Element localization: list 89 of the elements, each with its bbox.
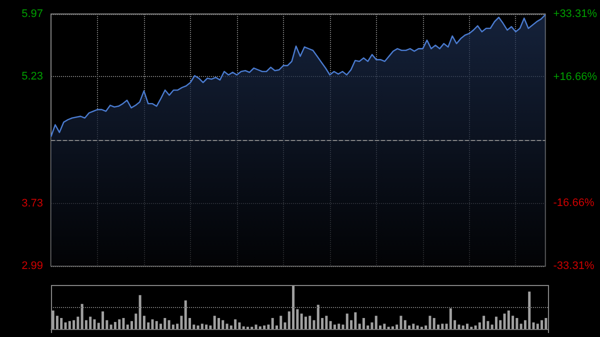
bar <box>134 314 138 329</box>
bar <box>76 316 80 329</box>
bar <box>374 316 378 329</box>
bar <box>449 308 452 329</box>
bar <box>404 320 406 329</box>
y2-tick-label: -16.66% <box>553 197 594 210</box>
bar <box>254 324 258 329</box>
bar <box>536 324 539 329</box>
y-tick-label: 3.73 <box>22 197 43 210</box>
bar <box>462 325 464 329</box>
bar <box>499 320 502 329</box>
bar <box>516 318 518 329</box>
bar <box>64 322 67 329</box>
bar <box>155 321 158 329</box>
bar <box>416 325 419 329</box>
bar <box>342 324 344 329</box>
bar <box>126 324 129 329</box>
bar <box>271 318 274 329</box>
bar <box>482 316 486 329</box>
bar <box>184 300 187 329</box>
bar <box>234 319 237 329</box>
bar <box>466 324 468 329</box>
bar <box>338 324 340 329</box>
bar <box>242 326 245 329</box>
bar <box>213 316 216 329</box>
bar <box>304 316 307 329</box>
bar <box>329 321 332 329</box>
bar <box>540 320 544 329</box>
bar <box>370 322 374 329</box>
bar <box>412 324 415 329</box>
bar <box>164 318 166 329</box>
bar <box>238 322 241 329</box>
bar <box>520 324 522 329</box>
bar <box>205 324 208 329</box>
bar <box>280 316 282 329</box>
bar <box>102 311 104 329</box>
bar <box>89 316 92 329</box>
bar <box>474 325 477 329</box>
bar <box>114 322 116 329</box>
bar <box>391 326 394 329</box>
bar <box>263 325 266 329</box>
bar <box>333 324 336 329</box>
bar <box>196 325 200 329</box>
bar <box>494 316 498 329</box>
bar <box>80 304 84 329</box>
bar <box>503 314 506 329</box>
bar <box>441 324 444 329</box>
bar <box>428 316 432 329</box>
bar <box>209 325 212 329</box>
bar <box>118 319 121 329</box>
bar <box>217 318 220 329</box>
bar <box>222 320 224 329</box>
bar <box>532 322 535 329</box>
bar <box>354 312 357 329</box>
bar <box>258 326 262 329</box>
y2-tick-label: -33.31% <box>553 260 594 272</box>
bar <box>308 316 312 329</box>
bar <box>200 324 204 329</box>
bar <box>72 320 76 329</box>
y2-tick-label: +16.66% <box>553 70 598 83</box>
bar <box>68 321 71 329</box>
bar <box>122 318 125 329</box>
bar <box>93 319 96 329</box>
bar <box>312 320 316 329</box>
bar <box>432 318 436 329</box>
bar <box>110 324 112 329</box>
bar <box>138 295 142 329</box>
y2-tick-label: +33.31% <box>553 8 598 20</box>
bar <box>362 318 365 329</box>
bar <box>151 319 154 329</box>
bar <box>267 324 270 329</box>
bar <box>300 314 303 329</box>
bar <box>180 316 183 329</box>
bar <box>226 324 228 329</box>
bar <box>528 292 531 329</box>
y-tick-label: 2.99 <box>22 260 43 272</box>
bar <box>60 318 63 329</box>
bar <box>346 314 348 329</box>
bar <box>292 285 295 329</box>
bar <box>507 310 510 329</box>
bar <box>544 318 548 329</box>
y-tick-label: 5.23 <box>22 70 43 83</box>
bar <box>325 316 328 329</box>
bar <box>52 310 54 329</box>
bar <box>316 304 320 329</box>
bar <box>168 320 170 329</box>
bar <box>400 316 402 329</box>
y-tick-label: 5.97 <box>22 8 43 20</box>
bar <box>383 324 386 329</box>
